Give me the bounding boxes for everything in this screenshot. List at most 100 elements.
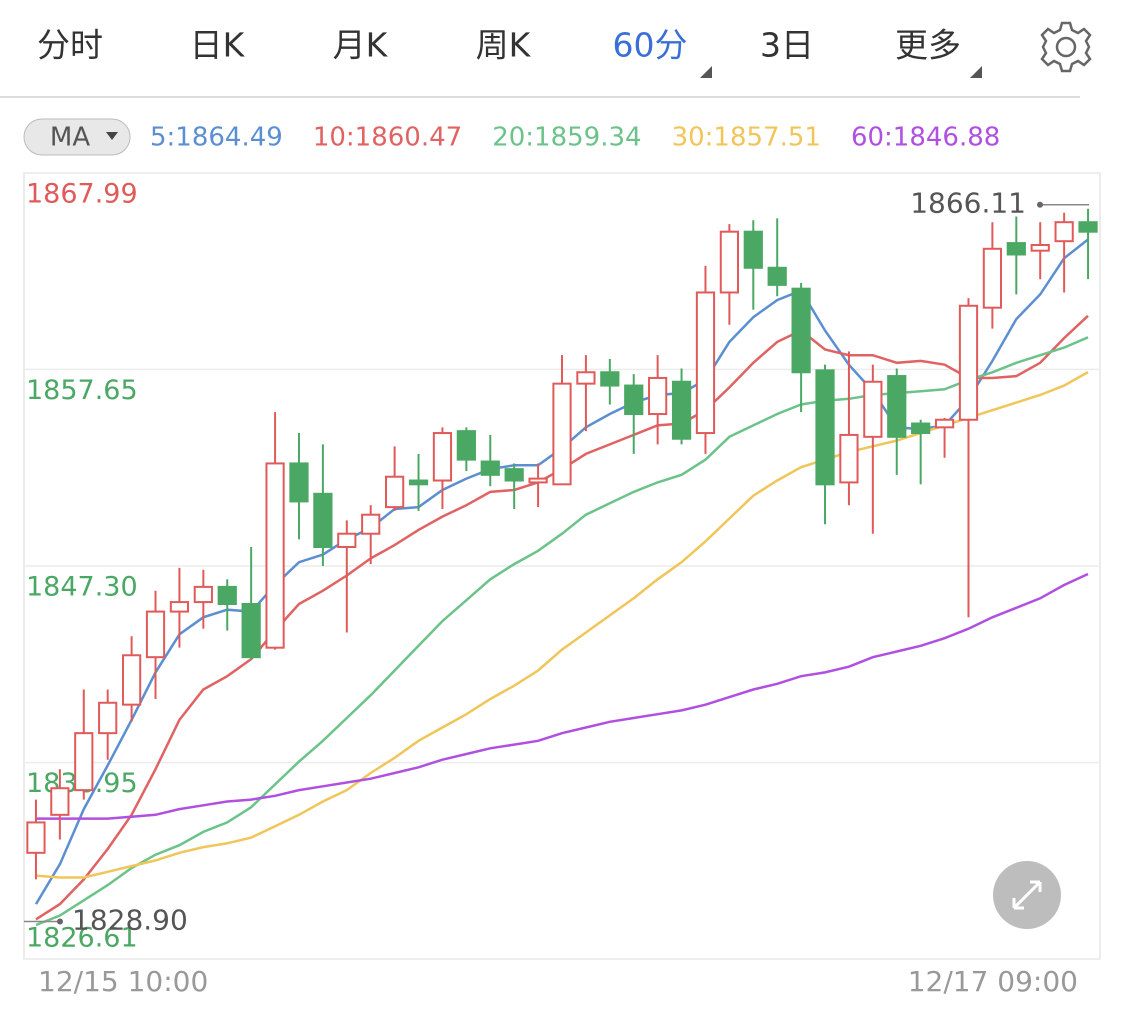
candle — [887, 368, 907, 475]
candle-body — [456, 430, 476, 461]
indicator-arrow — [106, 132, 118, 140]
candle-body — [648, 376, 668, 416]
tab[interactable]: 60分 — [613, 26, 688, 65]
candle — [839, 351, 859, 506]
candle-body — [934, 418, 955, 429]
candle — [169, 567, 190, 648]
candle — [50, 769, 70, 840]
candle-body — [695, 291, 716, 435]
candle-body — [1078, 221, 1098, 233]
candle-body — [1030, 243, 1050, 252]
candle — [432, 427, 453, 510]
candle-body — [74, 732, 94, 792]
min-dot — [57, 918, 63, 925]
tab[interactable]: 分时 — [37, 26, 103, 65]
y-tick-label: 1857.65 — [26, 375, 138, 406]
candle-body — [791, 287, 811, 374]
candle — [600, 358, 620, 405]
tab-dropdown-arrow — [700, 66, 712, 78]
candle-body — [241, 602, 261, 659]
x-tick-label: 12/17 09:00 — [908, 965, 1078, 998]
candle-body — [50, 787, 70, 816]
candle-body — [26, 821, 46, 854]
tab-dropdown-arrow — [970, 66, 982, 78]
legend-entry: 10:1860.47 — [313, 123, 462, 153]
candle-body — [815, 369, 835, 486]
indicator-selector[interactable] — [23, 118, 131, 156]
candle — [791, 282, 811, 413]
candle — [289, 433, 309, 540]
candle — [265, 412, 285, 650]
candle-body — [121, 654, 142, 706]
ma-line — [35, 371, 1089, 879]
tab[interactable]: 日K — [190, 26, 246, 65]
candle-body — [863, 380, 883, 438]
max-dot — [1037, 201, 1043, 208]
candle — [958, 298, 979, 618]
expand-button[interactable] — [993, 861, 1061, 929]
candle — [313, 444, 333, 566]
gear — [1040, 21, 1092, 73]
x-tick-label: 12/15 10:00 — [38, 965, 208, 998]
expand-icon — [1012, 880, 1042, 910]
tab[interactable]: 周K — [476, 26, 532, 65]
candle — [121, 636, 142, 722]
candle — [743, 220, 763, 310]
candle-body — [265, 462, 285, 649]
candle — [911, 419, 931, 485]
candle — [241, 547, 261, 660]
candle — [815, 364, 835, 525]
legend-entry: 60:1846.88 — [851, 123, 1000, 153]
candle — [982, 222, 1003, 329]
max-label: 1866.11 — [910, 187, 1026, 220]
candle — [504, 463, 524, 510]
tab[interactable]: 更多 — [895, 26, 961, 65]
candle-body — [624, 384, 644, 416]
candle-body — [958, 304, 979, 421]
candle — [74, 689, 94, 800]
gear-hole — [1055, 36, 1077, 58]
candle-body — [911, 422, 931, 435]
candle-body — [432, 432, 453, 482]
legend-entry: 5:1864.49 — [150, 123, 283, 153]
candle — [552, 355, 572, 486]
candle — [695, 265, 716, 454]
candle — [361, 505, 381, 565]
candle-body — [480, 460, 500, 476]
candle — [145, 590, 166, 699]
ma-line — [35, 336, 1089, 927]
candle — [576, 355, 596, 432]
candle-body — [576, 371, 596, 385]
candle — [385, 446, 405, 511]
legend-entry: 30:1857.51 — [672, 123, 821, 153]
candle — [456, 427, 476, 472]
candle-body — [767, 266, 787, 286]
tab[interactable]: 3日 — [760, 26, 814, 65]
candle — [193, 569, 213, 629]
indicator-name: MA — [50, 123, 90, 153]
candle — [337, 520, 357, 633]
candle-body — [504, 468, 524, 482]
legend-entry: 20:1859.34 — [492, 123, 641, 153]
candle-body — [1006, 242, 1026, 256]
candle — [934, 417, 955, 458]
candle-body — [385, 475, 405, 509]
settings-icon[interactable] — [1040, 21, 1092, 73]
candle — [719, 224, 739, 325]
tab[interactable]: 月K — [333, 26, 389, 65]
candle — [648, 355, 668, 445]
candle — [1030, 222, 1050, 280]
candle — [528, 463, 548, 508]
y-tick-label: 1847.30 — [26, 572, 138, 603]
candle — [767, 218, 787, 297]
candle — [480, 434, 500, 487]
candle-body — [169, 601, 190, 613]
candle-body — [98, 701, 118, 735]
min-label: 1828.90 — [72, 904, 188, 937]
candle-body — [361, 513, 381, 535]
candle-body — [217, 585, 237, 605]
candle-body — [289, 462, 309, 503]
candle-body — [743, 230, 763, 269]
candle — [1054, 212, 1074, 293]
candle-body — [145, 610, 166, 659]
